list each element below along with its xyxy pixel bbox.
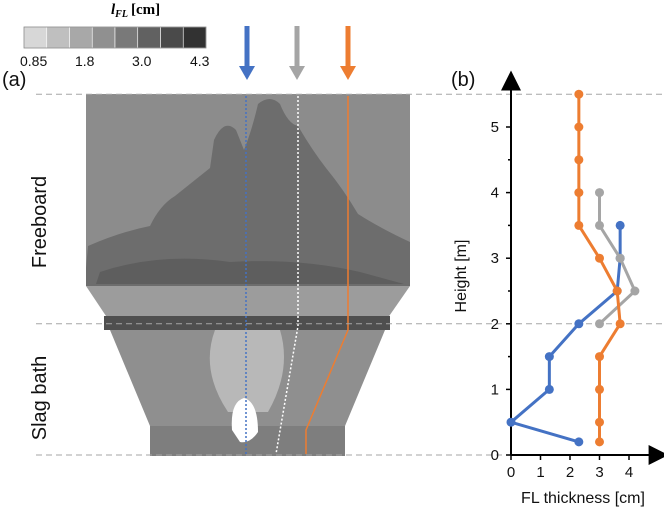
jet-core: [209, 330, 284, 412]
colorbar-tick-3: 4.3: [190, 53, 210, 69]
panel-a-label: (a): [2, 69, 26, 91]
data-point: [595, 319, 604, 329]
colorbar: lFL [cm] 0.85 1.8 3.0 4.3: [20, 2, 210, 69]
probe-arrow-head: [289, 66, 305, 80]
data-point: [615, 253, 625, 263]
colorbar-scale: [23, 26, 207, 49]
colorbar-frame: [23, 26, 207, 49]
inlet-jet: [231, 398, 258, 443]
data-point: [574, 155, 584, 165]
data-point: [574, 319, 584, 329]
series-layer: [506, 89, 640, 447]
data-point: [595, 384, 604, 394]
probe-lines: [245, 96, 349, 455]
y-tick-label: 5: [491, 119, 499, 136]
colorbar-cell: [23, 26, 48, 49]
colorbar-cell: [114, 26, 139, 49]
data-point: [544, 352, 554, 362]
data-point: [506, 417, 516, 427]
data-point: [595, 437, 604, 447]
data-point: [574, 122, 584, 132]
data-point: [595, 352, 604, 362]
y-tick-label: 4: [491, 185, 499, 202]
colorbar-title: lFL [cm]: [111, 2, 160, 20]
probe-line-grey: [275, 96, 299, 455]
colorbar-cell: [46, 26, 70, 49]
probe-arrows: [239, 26, 356, 80]
data-point: [615, 319, 625, 329]
data-point: [612, 286, 622, 296]
data-point: [630, 286, 640, 296]
data-point: [544, 384, 554, 394]
colorbar-tick-1: 1.8: [75, 53, 95, 69]
transition-region: [86, 286, 410, 322]
x-axis-title: FL thickness [cm]: [521, 490, 645, 507]
colorbar-cell: [69, 26, 93, 49]
reactor-contour: [86, 94, 410, 456]
colorbar-tick-2: 3.0: [132, 53, 152, 69]
probe-arrow-head: [239, 66, 255, 80]
y-tick-label: 2: [491, 316, 499, 333]
data-point: [574, 89, 584, 99]
slag-bath-label: Slag bath: [29, 356, 51, 441]
probe-arrow-head: [340, 66, 356, 80]
y-tick-label: 1: [491, 381, 499, 398]
series-line: [509, 225, 622, 444]
x-tick-label: 0: [507, 464, 515, 481]
panel-b-label: (b): [451, 69, 475, 91]
data-point: [574, 220, 584, 230]
flame-base: [96, 258, 404, 284]
data-point: [615, 220, 625, 230]
x-tick-label: 2: [566, 464, 574, 481]
data-point: [574, 437, 584, 447]
x-tick-label: 3: [595, 464, 603, 481]
colorbar-cell: [137, 26, 161, 49]
data-point: [595, 253, 604, 263]
data-point: [595, 220, 604, 230]
axis-ticks: 0 1 2 3 4 5 0 1 2 3 4: [491, 119, 634, 481]
flame-plume: [86, 99, 410, 286]
series-line: [577, 94, 622, 442]
probe-line-orange: [305, 96, 349, 454]
freeboard-label: Freeboard: [29, 176, 51, 268]
colorbar-cell: [160, 26, 184, 49]
x-tick-label: 4: [625, 464, 633, 481]
x-tick-label: 1: [536, 464, 544, 481]
y-tick-label: 0: [491, 447, 499, 464]
data-point: [574, 188, 584, 198]
data-point: [595, 188, 604, 198]
data-point: [595, 417, 604, 427]
colorbar-cell: [182, 26, 207, 49]
y-axis-title: Height [m]: [453, 240, 470, 313]
chart-axes: 0 1 2 3 4 5 0 1 2 3 4: [491, 70, 664, 481]
interface-band: [104, 316, 390, 330]
colorbar-tick-0: 0.85: [20, 53, 47, 69]
y-tick-label: 3: [491, 250, 499, 267]
colorbar-cell: [91, 26, 116, 49]
